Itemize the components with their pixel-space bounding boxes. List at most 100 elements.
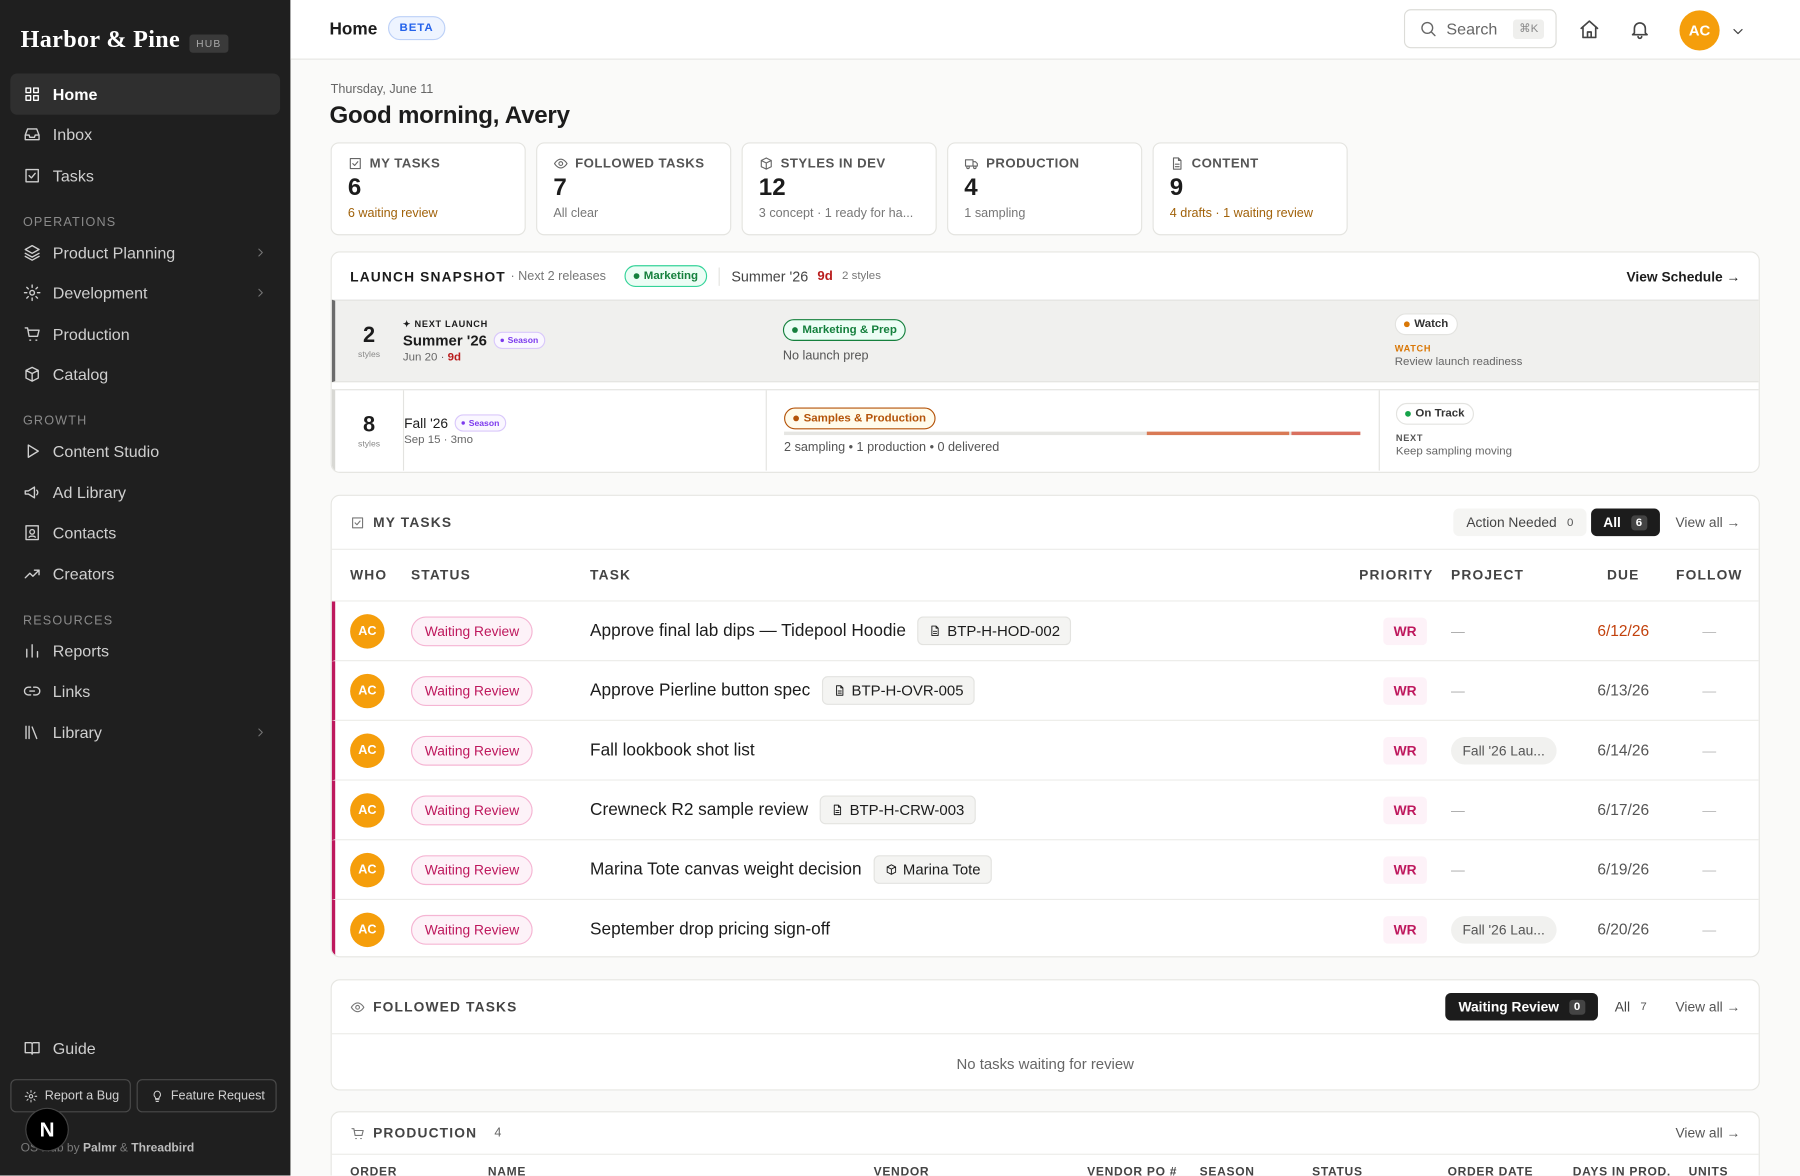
nav-label: Production [52, 324, 130, 343]
stat-value: 4 [964, 174, 978, 201]
dot [1405, 410, 1411, 417]
filter[interactable]: All 6 [1590, 508, 1660, 537]
task-row[interactable]: AC Waiting Review September drop pricing s… [331, 900, 1759, 957]
stat-header: PRODUCTION [964, 156, 1125, 171]
nav-item[interactable]: Product Planning [10, 232, 280, 273]
section-subtitle: · Next 2 releases [510, 269, 606, 283]
follow: — [1702, 622, 1717, 639]
task-row[interactable]: AC Waiting Review Crewneck R2 sample revie… [331, 780, 1759, 841]
phase-pill: Samples & Production [784, 406, 936, 429]
sidebar-button[interactable]: Feature Request [136, 1079, 277, 1113]
stat-card[interactable]: MY TASKS 6 6 waiting review [330, 142, 526, 236]
icon [833, 804, 842, 816]
status-kind: NEXT [1395, 432, 1424, 444]
column-header: FOLLOW [1676, 567, 1743, 584]
count-label: styles [358, 437, 381, 449]
view-all[interactable]: View all → [1675, 514, 1741, 531]
task-row[interactable]: AC Waiting Review Approve Pierline button … [331, 661, 1759, 721]
task-row[interactable]: AC Waiting Review Approve final lab dips —… [331, 601, 1759, 662]
icon [24, 326, 40, 341]
filter[interactable]: Action Needed 0 [1453, 508, 1587, 537]
task: Marina Tote canvas weight decision Marina… [590, 855, 1359, 884]
column-header: PROJECT [1451, 567, 1525, 584]
column-header: TASK [590, 567, 632, 584]
task: Approve Pierline button spec BTP-H-OVR-00… [590, 676, 1359, 705]
nav-item[interactable]: Guide [10, 1027, 280, 1068]
nav-item[interactable]: Contacts [10, 513, 280, 554]
greeting: Good morning, Avery [329, 102, 570, 129]
release-row[interactable]: 8 styles Fall '26 Season Sep 15 · 3mo Samples… [331, 389, 1759, 471]
tag: Season [454, 414, 507, 432]
view-schedule[interactable]: View Schedule → [1626, 268, 1741, 285]
nav-label: Catalog [52, 365, 109, 384]
stat-card[interactable]: FOLLOWED TASKS 7 All clear [536, 142, 732, 236]
reference[interactable]: Marina Tote [873, 855, 993, 884]
task-row[interactable]: AC Waiting Review Fall lookbook shot list W… [331, 720, 1759, 781]
view-all[interactable]: View all → [1675, 1125, 1741, 1142]
stat-card[interactable]: STYLES IN DEV 12 3 concept · 1 ready for h… [741, 142, 937, 236]
status-note: Review launch readiness [1394, 355, 1523, 369]
stat-header: CONTENT [1170, 156, 1331, 171]
stat-card[interactable]: PRODUCTION 4 1 sampling [947, 142, 1143, 236]
release-row[interactable]: 2 styles ✦ NEXT LAUNCH Summer '26 Season Jun … [331, 299, 1759, 383]
status-label: On Track [1415, 407, 1465, 421]
reference[interactable]: BTP-H-OVR-005 [821, 676, 975, 705]
phase-note: 2 sampling • 1 production • 0 delivered [784, 440, 1000, 455]
phase-note: No launch prep [782, 348, 869, 363]
page-title: Home [329, 19, 378, 40]
filter[interactable]: All 7 [1602, 993, 1659, 1021]
guide: Guide [10, 1027, 280, 1068]
nav-item[interactable]: Catalog [10, 354, 280, 395]
stat-header: STYLES IN DEV [759, 156, 920, 171]
shortcut: ⌘K [1513, 18, 1545, 39]
icon [554, 158, 568, 169]
reference[interactable]: BTP-H-HOD-002 [917, 616, 1072, 646]
filter[interactable]: Waiting Review 0 [1445, 992, 1598, 1021]
reference[interactable]: BTP-H-CRW-003 [819, 795, 976, 825]
nav-label: Links [52, 682, 91, 701]
avatar: AC [350, 732, 385, 768]
filter-count: 0 [1569, 999, 1585, 1015]
avatar: AC [350, 912, 385, 947]
priority: WR [1383, 676, 1427, 705]
filters: Waiting Review 0 All 7 View all → [1445, 992, 1741, 1021]
nav-item[interactable]: Ad Library [10, 472, 280, 513]
column-header: DAYS IN PROD. [1572, 1165, 1671, 1176]
task: Approve final lab dips — Tidepool Hoodie… [590, 616, 1359, 646]
nav-item[interactable]: Development [10, 273, 280, 314]
search[interactable]: Search ⌘K [1403, 9, 1557, 49]
footer-name: Palmr [82, 1141, 117, 1155]
due: 6/20/26 [1597, 920, 1650, 938]
sidebar-button[interactable]: Report a Bug [10, 1079, 131, 1113]
phase: Marketing & Prep No launch prep [766, 301, 1379, 381]
icon [1421, 21, 1436, 37]
stat-card[interactable]: CONTENT 9 4 drafts · 1 waiting review [1152, 142, 1348, 236]
view-all[interactable]: View all → [1675, 998, 1741, 1015]
nav-item[interactable]: Creators [10, 553, 280, 594]
nav-item[interactable]: Content Studio [10, 431, 280, 472]
nav-item[interactable]: Production [10, 313, 280, 354]
nav-item[interactable]: Reports [10, 630, 280, 671]
icon [24, 1041, 40, 1055]
dot [1403, 321, 1410, 328]
column-header: VENDOR PO # [1087, 1165, 1178, 1176]
filter-count: 0 [1567, 516, 1574, 529]
nav-item[interactable]: Home [10, 73, 281, 115]
home-button[interactable] [1578, 18, 1600, 46]
filter-label: All [1614, 998, 1631, 1015]
nav-item[interactable]: Tasks [10, 155, 280, 196]
avatar[interactable]: AC [1679, 10, 1720, 51]
task-row[interactable]: AC Waiting Review Marina Tote canvas weigh… [331, 840, 1759, 901]
divider [718, 266, 720, 286]
stat-sub: All clear [553, 206, 599, 221]
nav-item[interactable]: Links [10, 671, 280, 712]
notifications[interactable] [1629, 18, 1651, 46]
account-menu[interactable] [1730, 21, 1746, 49]
production-header: PRODUCTION 4 View all → [332, 1112, 1759, 1153]
nav-item[interactable]: Library [10, 712, 280, 753]
dev-badge[interactable]: N [26, 1108, 68, 1151]
footer-text: & [119, 1141, 128, 1155]
nav-item[interactable]: Inbox [10, 114, 280, 155]
phase-pill: Marketing & Prep [782, 319, 907, 341]
due: 6/14/26 [1597, 741, 1650, 759]
